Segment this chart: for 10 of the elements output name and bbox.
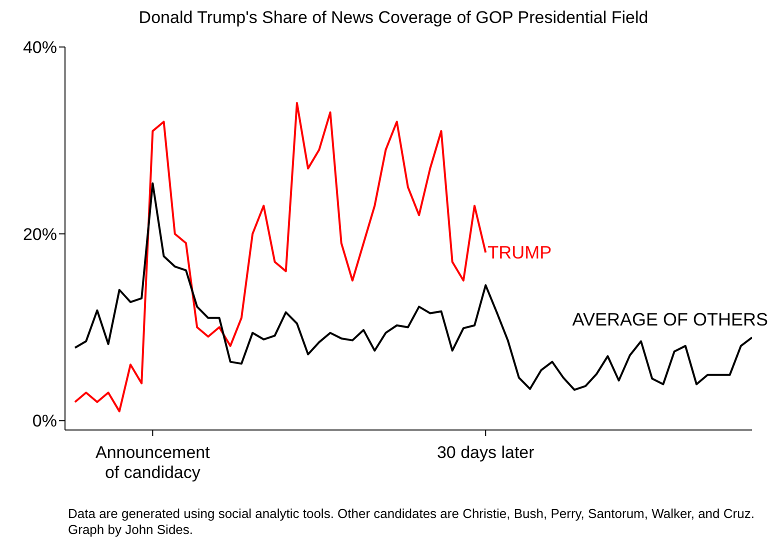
series-label: TRUMP [488, 242, 552, 263]
x-tick-label: Announcement of candidacy [95, 443, 210, 482]
chart-title: Donald Trump's Share of News Coverage of GOP Presidential Field [138, 8, 650, 28]
y-tick-label: 20% [22, 224, 57, 244]
text: Data are generated using social analytic tools. Other candidates are Christie, Bush, Perry, Santorum, Walker, and Cruz. Graph by John Sides. [68, 506, 756, 538]
x-tick-label: 30 days later [436, 443, 535, 462]
line-series [74, 102, 487, 412]
series-label: AVERAGE OF OTHERS [572, 310, 768, 330]
y-tick-label: 0% [32, 412, 57, 431]
y-tick-label: 40% [22, 38, 57, 58]
